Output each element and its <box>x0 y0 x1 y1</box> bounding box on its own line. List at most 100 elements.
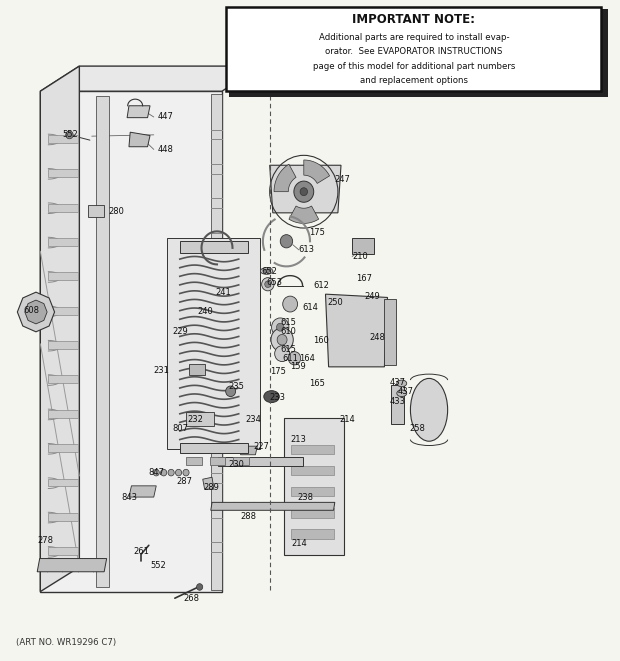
Circle shape <box>153 469 159 476</box>
Text: page of this model for additional part numbers: page of this model for additional part n… <box>312 61 515 71</box>
Bar <box>391 385 404 424</box>
Text: 234: 234 <box>245 415 261 424</box>
Ellipse shape <box>264 270 270 272</box>
Text: 552: 552 <box>62 130 78 139</box>
Bar <box>48 135 78 143</box>
Bar <box>48 169 78 177</box>
Text: 611: 611 <box>282 354 298 363</box>
Circle shape <box>275 346 290 362</box>
Polygon shape <box>326 294 388 367</box>
Text: 847: 847 <box>149 468 165 477</box>
Polygon shape <box>129 132 150 147</box>
Polygon shape <box>37 559 107 572</box>
Circle shape <box>277 323 284 331</box>
Bar <box>48 513 78 521</box>
Circle shape <box>294 181 314 202</box>
Bar <box>186 457 202 465</box>
Bar <box>229 9 608 97</box>
Bar <box>210 457 225 465</box>
Text: 233: 233 <box>270 393 286 403</box>
Circle shape <box>262 278 274 291</box>
Bar <box>88 205 104 217</box>
Bar <box>48 204 78 212</box>
Text: 615: 615 <box>280 318 296 327</box>
Polygon shape <box>17 292 55 332</box>
Bar <box>48 444 78 452</box>
Text: 615: 615 <box>280 344 296 354</box>
Bar <box>291 529 334 539</box>
Text: 653: 653 <box>267 278 283 288</box>
Text: 250: 250 <box>327 298 343 307</box>
Text: 241: 241 <box>216 288 231 297</box>
Text: 652: 652 <box>262 266 278 276</box>
Text: 210: 210 <box>352 252 368 261</box>
Ellipse shape <box>260 268 273 274</box>
Polygon shape <box>40 91 222 592</box>
Bar <box>291 466 334 475</box>
Text: and replacement options: and replacement options <box>360 76 468 85</box>
Bar <box>48 410 78 418</box>
Circle shape <box>272 318 289 336</box>
Polygon shape <box>304 160 330 184</box>
Circle shape <box>265 281 271 288</box>
Text: 261: 261 <box>133 547 149 557</box>
Text: 248: 248 <box>369 332 385 342</box>
Bar <box>226 7 601 91</box>
Bar <box>189 364 205 375</box>
Polygon shape <box>129 486 156 497</box>
Polygon shape <box>241 446 257 455</box>
Text: 280: 280 <box>108 207 125 216</box>
Circle shape <box>175 469 182 476</box>
Text: 214: 214 <box>291 539 307 548</box>
Polygon shape <box>274 164 296 192</box>
Ellipse shape <box>397 380 407 387</box>
Text: 552: 552 <box>150 561 166 570</box>
Text: 165: 165 <box>309 379 325 388</box>
Text: 227: 227 <box>253 442 269 451</box>
Text: 258: 258 <box>409 424 425 433</box>
Text: 247: 247 <box>335 175 351 184</box>
Bar <box>48 479 78 486</box>
Circle shape <box>226 386 236 397</box>
Circle shape <box>168 469 174 476</box>
Circle shape <box>283 296 298 312</box>
Polygon shape <box>40 66 260 91</box>
Polygon shape <box>127 106 150 118</box>
Text: 268: 268 <box>183 594 199 603</box>
Bar <box>48 272 78 280</box>
Bar <box>180 443 248 453</box>
Bar <box>48 238 78 246</box>
Text: 437: 437 <box>389 377 405 387</box>
Text: 175: 175 <box>309 228 325 237</box>
Polygon shape <box>167 238 260 449</box>
Bar <box>48 375 78 383</box>
Text: 164: 164 <box>299 354 315 363</box>
Text: 288: 288 <box>241 512 257 522</box>
Text: IMPORTANT NOTE:: IMPORTANT NOTE: <box>352 13 476 26</box>
Text: 437: 437 <box>398 387 414 396</box>
Circle shape <box>197 584 203 590</box>
Text: 610: 610 <box>280 327 296 336</box>
Text: (ART NO. WR19296 C7): (ART NO. WR19296 C7) <box>16 638 115 647</box>
Polygon shape <box>203 477 214 489</box>
Text: 214: 214 <box>340 415 355 424</box>
Polygon shape <box>218 457 303 466</box>
Text: 249: 249 <box>365 292 380 301</box>
Text: 230: 230 <box>228 459 244 469</box>
Text: 807: 807 <box>172 424 188 433</box>
Bar <box>186 412 214 426</box>
Ellipse shape <box>410 378 448 442</box>
Polygon shape <box>40 66 79 592</box>
Polygon shape <box>211 502 335 510</box>
Circle shape <box>288 352 301 365</box>
Bar <box>48 547 78 555</box>
Polygon shape <box>384 299 396 365</box>
Text: 608: 608 <box>24 306 40 315</box>
Text: 231: 231 <box>154 366 170 375</box>
Circle shape <box>183 469 189 476</box>
Polygon shape <box>289 206 319 223</box>
Text: 238: 238 <box>298 492 314 502</box>
Text: 159: 159 <box>290 362 306 371</box>
Ellipse shape <box>264 391 279 403</box>
Text: 240: 240 <box>197 307 213 317</box>
